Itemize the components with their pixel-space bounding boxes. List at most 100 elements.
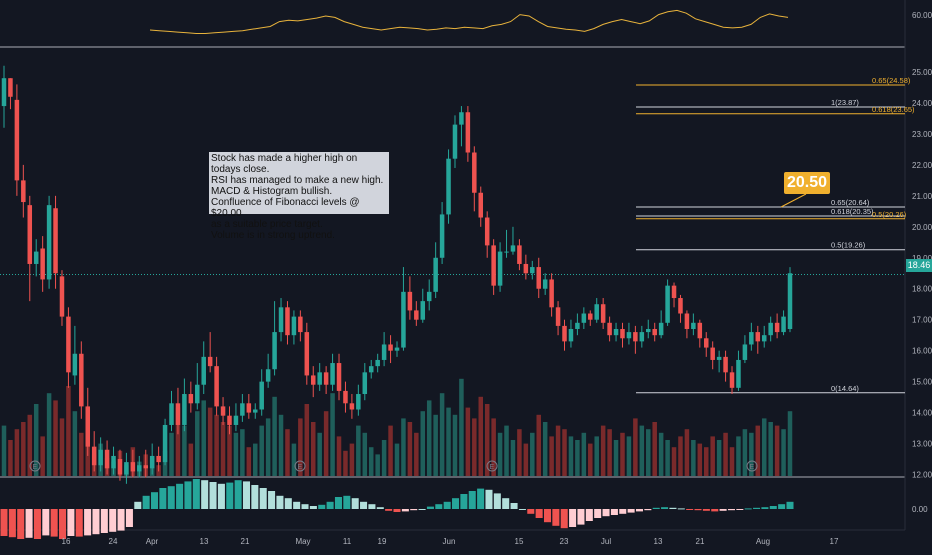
volume-bar — [8, 440, 13, 476]
candle-body — [368, 366, 374, 373]
macd-histogram-bar — [167, 486, 175, 509]
candle-body — [768, 322, 773, 336]
macd-histogram-bar — [59, 509, 67, 539]
macd-histogram-bar — [326, 501, 334, 509]
macd-histogram-bar — [460, 494, 468, 509]
earnings-marker-label: E — [298, 464, 303, 471]
volume-bar — [691, 440, 696, 476]
volume-bar — [523, 443, 529, 476]
volume-bar — [214, 414, 219, 476]
volume-bar — [253, 443, 258, 476]
volume-bar — [59, 418, 65, 476]
volume-bar — [639, 425, 645, 476]
volume-bar — [298, 418, 303, 476]
candle-body — [439, 214, 445, 258]
time-tick-label: 21 — [241, 537, 250, 546]
volume-bar — [678, 436, 683, 476]
candle-body — [588, 313, 593, 320]
candle-body — [8, 78, 13, 97]
candle-body — [401, 291, 406, 348]
macd-histogram-bar — [293, 501, 301, 509]
candle-body — [600, 304, 606, 323]
candle-body — [536, 267, 541, 289]
volume-bar — [774, 425, 780, 476]
candle-body — [1, 78, 7, 107]
candle-body — [736, 359, 741, 388]
volume-bar — [368, 447, 374, 476]
volume-bar — [749, 432, 754, 476]
volume-bar — [536, 414, 541, 476]
candle-body — [317, 372, 322, 385]
macd-histogram-bar — [761, 507, 769, 509]
candle-body — [478, 192, 484, 218]
candle-body — [285, 307, 290, 336]
candle-body — [530, 267, 535, 274]
volume-bar — [497, 432, 503, 476]
macd-histogram-bar — [234, 480, 242, 509]
macd-histogram-bar — [75, 509, 83, 537]
fib-level-label: 0.5(19.26) — [831, 241, 866, 250]
candle-body — [414, 310, 419, 320]
macd-histogram-bar — [452, 498, 460, 509]
volume-bar — [291, 443, 297, 476]
candle-body — [652, 328, 657, 336]
candle-body — [729, 372, 735, 388]
macd-histogram-bar — [552, 509, 560, 526]
volume-bar — [407, 422, 413, 476]
candle-body — [555, 307, 561, 326]
candle-body — [774, 322, 780, 333]
candle-body — [227, 415, 232, 425]
volume-bar — [285, 429, 290, 476]
macd-axis-label: 0.00 — [912, 505, 928, 514]
volume-bar — [555, 425, 561, 476]
earnings-marker-label: E — [490, 464, 495, 471]
macd-histogram-bar — [627, 509, 635, 513]
time-tick-label: 13 — [200, 537, 209, 546]
volume-bar — [272, 396, 277, 476]
price-tick-label: 22.00 — [912, 161, 932, 170]
candle-body — [259, 381, 264, 410]
volume-bar — [72, 411, 78, 476]
macd-histogram-bar — [334, 497, 342, 509]
macd-histogram-bar — [652, 507, 660, 509]
macd-histogram-bar — [477, 488, 485, 509]
candle-body — [581, 313, 587, 323]
macd-histogram-bar — [318, 504, 326, 509]
candle-body — [613, 328, 619, 336]
macd-histogram-bar — [360, 501, 368, 509]
macd-histogram-bar — [719, 509, 727, 511]
price-tick-label: 14.00 — [912, 409, 932, 418]
candle-body — [46, 205, 52, 280]
macd-histogram-bar — [426, 506, 434, 509]
candle-body — [684, 313, 690, 329]
macd-histogram-bar — [351, 498, 359, 509]
volume-bar — [46, 393, 52, 476]
volume-bar — [79, 432, 84, 476]
candle-body — [98, 449, 103, 466]
volume-bar — [381, 440, 387, 476]
volume-bar — [723, 432, 728, 476]
candle-body — [749, 332, 754, 345]
candle-body — [523, 263, 529, 274]
macd-histogram-bar — [159, 488, 167, 509]
time-tick-label: Jul — [601, 537, 611, 546]
time-tick-label: 24 — [109, 537, 118, 546]
earnings-marker — [486, 460, 498, 472]
macd-histogram-bar — [401, 509, 409, 512]
volume-bar — [66, 386, 71, 476]
candle-body — [104, 449, 110, 469]
volume-bar — [613, 440, 619, 476]
candle-body — [117, 459, 123, 475]
macd-histogram-bar — [510, 503, 518, 509]
macd-histogram-bar — [259, 488, 267, 509]
price-target-label[interactable]: 20.50 — [784, 172, 830, 194]
candle-body — [665, 285, 670, 323]
price-tick-label: 18.00 — [912, 285, 932, 294]
candle-body — [124, 462, 129, 475]
candle-body — [723, 356, 728, 373]
macd-histogram-bar — [17, 509, 25, 539]
candle-body — [549, 279, 554, 308]
candle-body — [491, 245, 496, 286]
